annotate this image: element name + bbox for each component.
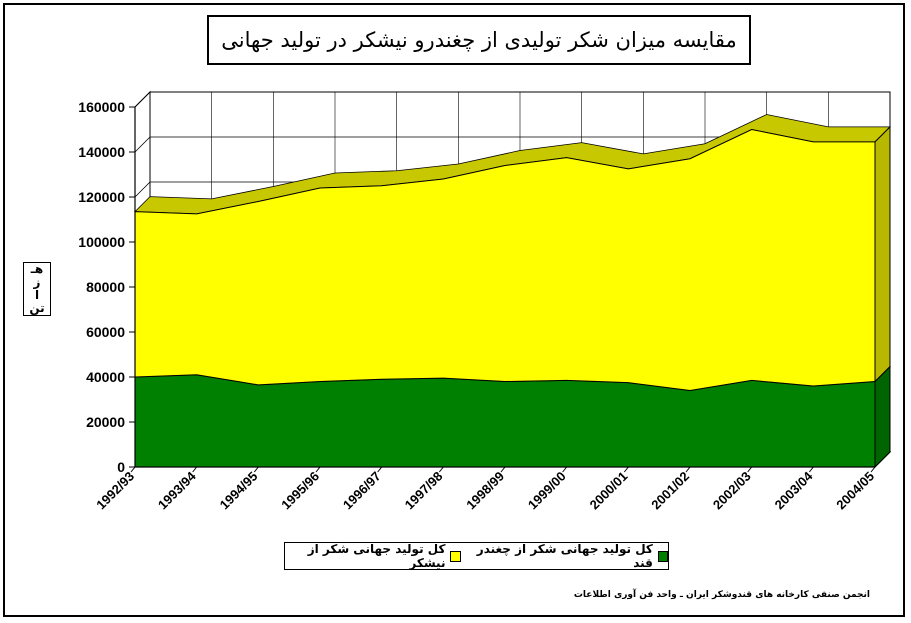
x-tick-label: 2002/03 — [710, 469, 754, 513]
x-tick-label: 2004/05 — [833, 469, 877, 513]
x-tick-label: 2001/02 — [648, 469, 692, 513]
y-axis-label: هـ ز ا تن — [23, 262, 51, 316]
legend-item-cane: کل تولید جهانی شکر از نیشکر — [285, 542, 461, 570]
y-tick-label: 0 — [117, 459, 125, 475]
y-axis-label-line-3: ا — [34, 288, 40, 302]
y-axis-label-line-4: تن — [29, 301, 45, 315]
x-tick-mark — [438, 466, 444, 473]
legend-swatch-cane — [450, 550, 461, 562]
x-tick-label: 2000/01 — [587, 469, 631, 513]
x-tick-mark — [808, 466, 814, 473]
y-tick-label: 160000 — [78, 99, 125, 115]
y-tick-label: 140000 — [78, 144, 125, 160]
chart-title: مقایسه میزان شکر تولیدی از چغندرو نیشکر … — [207, 15, 751, 65]
y-tick-label: 120000 — [78, 189, 125, 205]
series-1-end-face — [874, 125, 891, 383]
legend-swatch-beet — [657, 550, 668, 562]
y-tick-label: 20000 — [86, 414, 125, 430]
y-tick-label: 80000 — [86, 279, 125, 295]
x-tick-mark — [315, 466, 321, 473]
x-tick-mark — [870, 466, 876, 473]
x-tick-mark — [685, 466, 691, 473]
x-tick-label: 1996/97 — [340, 469, 384, 513]
legend-label-cane: کل تولید جهانی شکر از نیشکر — [307, 542, 446, 570]
x-tick-mark — [130, 466, 136, 473]
legend-item-beet: کل تولید جهانی شکر از چغندر قند — [473, 542, 668, 570]
x-tick-label: 2003/04 — [772, 468, 816, 512]
source-note: انجمن صنفی کارخانه های قندوشکر ایران ـ و… — [573, 590, 870, 600]
y-tick-label: 40000 — [86, 369, 125, 385]
x-tick-label: 1999/00 — [525, 469, 569, 513]
x-tick-label: 1993/94 — [155, 468, 199, 512]
legend-label-beet: کل تولید جهانی شکر از چغندر قند — [476, 542, 653, 570]
series-0-area — [134, 374, 876, 468]
y-axis-label-line-2: ز — [33, 275, 41, 289]
x-tick-mark — [500, 466, 506, 473]
x-tick-label: 1995/96 — [278, 469, 322, 513]
series-0-end-face — [874, 365, 891, 469]
x-tick-label: 1998/99 — [463, 469, 507, 513]
x-tick-mark — [562, 466, 568, 473]
x-tick-mark — [747, 466, 753, 473]
y-tick-label: 60000 — [86, 324, 125, 340]
x-tick-mark — [623, 466, 629, 473]
legend: کل تولید جهانی شکر از چغندر قند کل تولید… — [284, 542, 669, 570]
x-tick-mark — [192, 466, 198, 473]
x-tick-label: 1997/98 — [402, 469, 446, 513]
x-tick-mark — [377, 466, 383, 473]
x-tick-label: 1994/95 — [217, 469, 261, 513]
y-axis-label-line-1: هـ — [30, 262, 44, 276]
y-tick-label: 100000 — [78, 234, 125, 250]
x-tick-label: 1992/93 — [93, 469, 137, 513]
chart-frame — [3, 3, 905, 617]
x-tick-mark — [253, 466, 259, 473]
